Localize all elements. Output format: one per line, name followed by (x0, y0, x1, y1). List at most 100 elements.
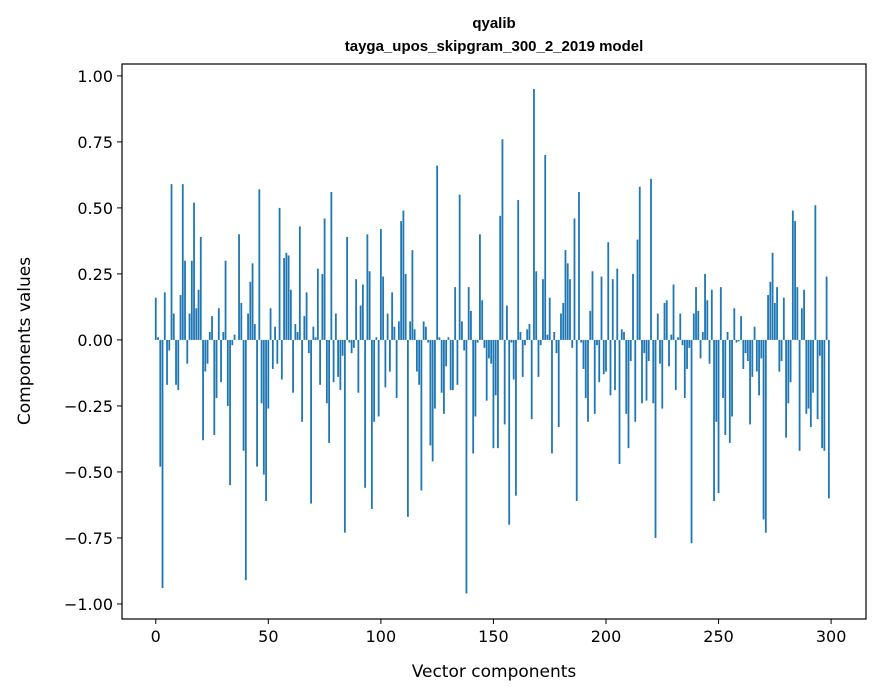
bar (632, 273, 634, 340)
bar (393, 326, 396, 340)
bar (364, 339, 367, 488)
bar (233, 334, 236, 340)
bar (379, 229, 382, 340)
bar (740, 316, 742, 340)
bar (184, 260, 186, 340)
bar (377, 339, 380, 417)
bar (458, 194, 461, 340)
bar (332, 339, 335, 383)
bar (388, 339, 391, 372)
bar (609, 339, 612, 396)
bar (515, 339, 517, 496)
bar (305, 292, 308, 340)
bar (695, 287, 697, 340)
bar (220, 339, 222, 383)
bar (506, 305, 508, 340)
bar (456, 339, 459, 385)
bar (593, 339, 596, 414)
bar (208, 331, 211, 340)
x-tick-label: 250 (703, 627, 734, 646)
bar (517, 199, 520, 340)
bar (454, 287, 457, 340)
bar (787, 339, 790, 404)
bar (449, 339, 452, 391)
bar (782, 297, 785, 340)
bar (431, 339, 434, 462)
bar (661, 339, 664, 409)
bar (161, 339, 164, 589)
bar (785, 339, 787, 438)
bar (402, 210, 405, 340)
bar (323, 218, 326, 340)
bar (519, 331, 522, 340)
bar (627, 339, 630, 449)
bar (607, 242, 610, 340)
bar (384, 339, 387, 388)
bar (742, 339, 745, 369)
bar (728, 339, 731, 443)
bar (767, 295, 769, 340)
bar (310, 339, 312, 504)
bar (186, 339, 189, 364)
bar (789, 339, 792, 383)
bar (490, 339, 493, 364)
y-tick-label: 0.50 (77, 199, 113, 218)
bar (582, 339, 585, 369)
bar (670, 334, 673, 340)
bar (256, 339, 258, 467)
bar (267, 339, 270, 409)
bar (634, 339, 637, 422)
bar (217, 308, 220, 340)
bar (461, 321, 463, 340)
bar (816, 339, 819, 420)
bar (418, 339, 421, 385)
bar (348, 339, 351, 343)
bar (188, 313, 191, 340)
bar (704, 273, 706, 340)
bar (735, 339, 738, 343)
bar (645, 339, 648, 401)
bar (614, 339, 616, 391)
plot-frame (121, 63, 867, 620)
y-tick-label: 0.00 (77, 331, 113, 350)
bar (157, 337, 159, 340)
bar (566, 263, 569, 340)
bar (584, 339, 587, 399)
bar (319, 339, 322, 385)
bar (724, 339, 727, 435)
bar (753, 326, 756, 340)
bar (620, 329, 623, 340)
bar (769, 281, 772, 340)
bar (492, 339, 495, 449)
bar (253, 324, 256, 340)
bar (823, 339, 826, 451)
bar (321, 273, 324, 340)
bar (274, 326, 276, 340)
bar (271, 339, 274, 369)
bar (215, 339, 218, 399)
bar (800, 308, 803, 340)
bar (429, 339, 432, 446)
bar (562, 302, 565, 340)
bar (406, 339, 409, 517)
bars-group (154, 89, 830, 594)
bar (445, 339, 448, 367)
x-axis-label: Vector components (412, 662, 577, 682)
bar (202, 339, 204, 441)
bar (472, 339, 475, 454)
bar (166, 339, 168, 385)
bar (242, 339, 245, 451)
bar (600, 276, 603, 340)
bar (366, 234, 369, 340)
bar (512, 339, 515, 380)
bar (733, 308, 736, 340)
bar (677, 337, 679, 340)
bar (447, 337, 450, 340)
bar (249, 281, 252, 340)
bar (314, 337, 317, 340)
bar (638, 186, 641, 340)
bar (474, 339, 477, 417)
bar (172, 313, 175, 340)
bar (611, 279, 614, 340)
y-tick-label: 0.25 (77, 265, 113, 284)
